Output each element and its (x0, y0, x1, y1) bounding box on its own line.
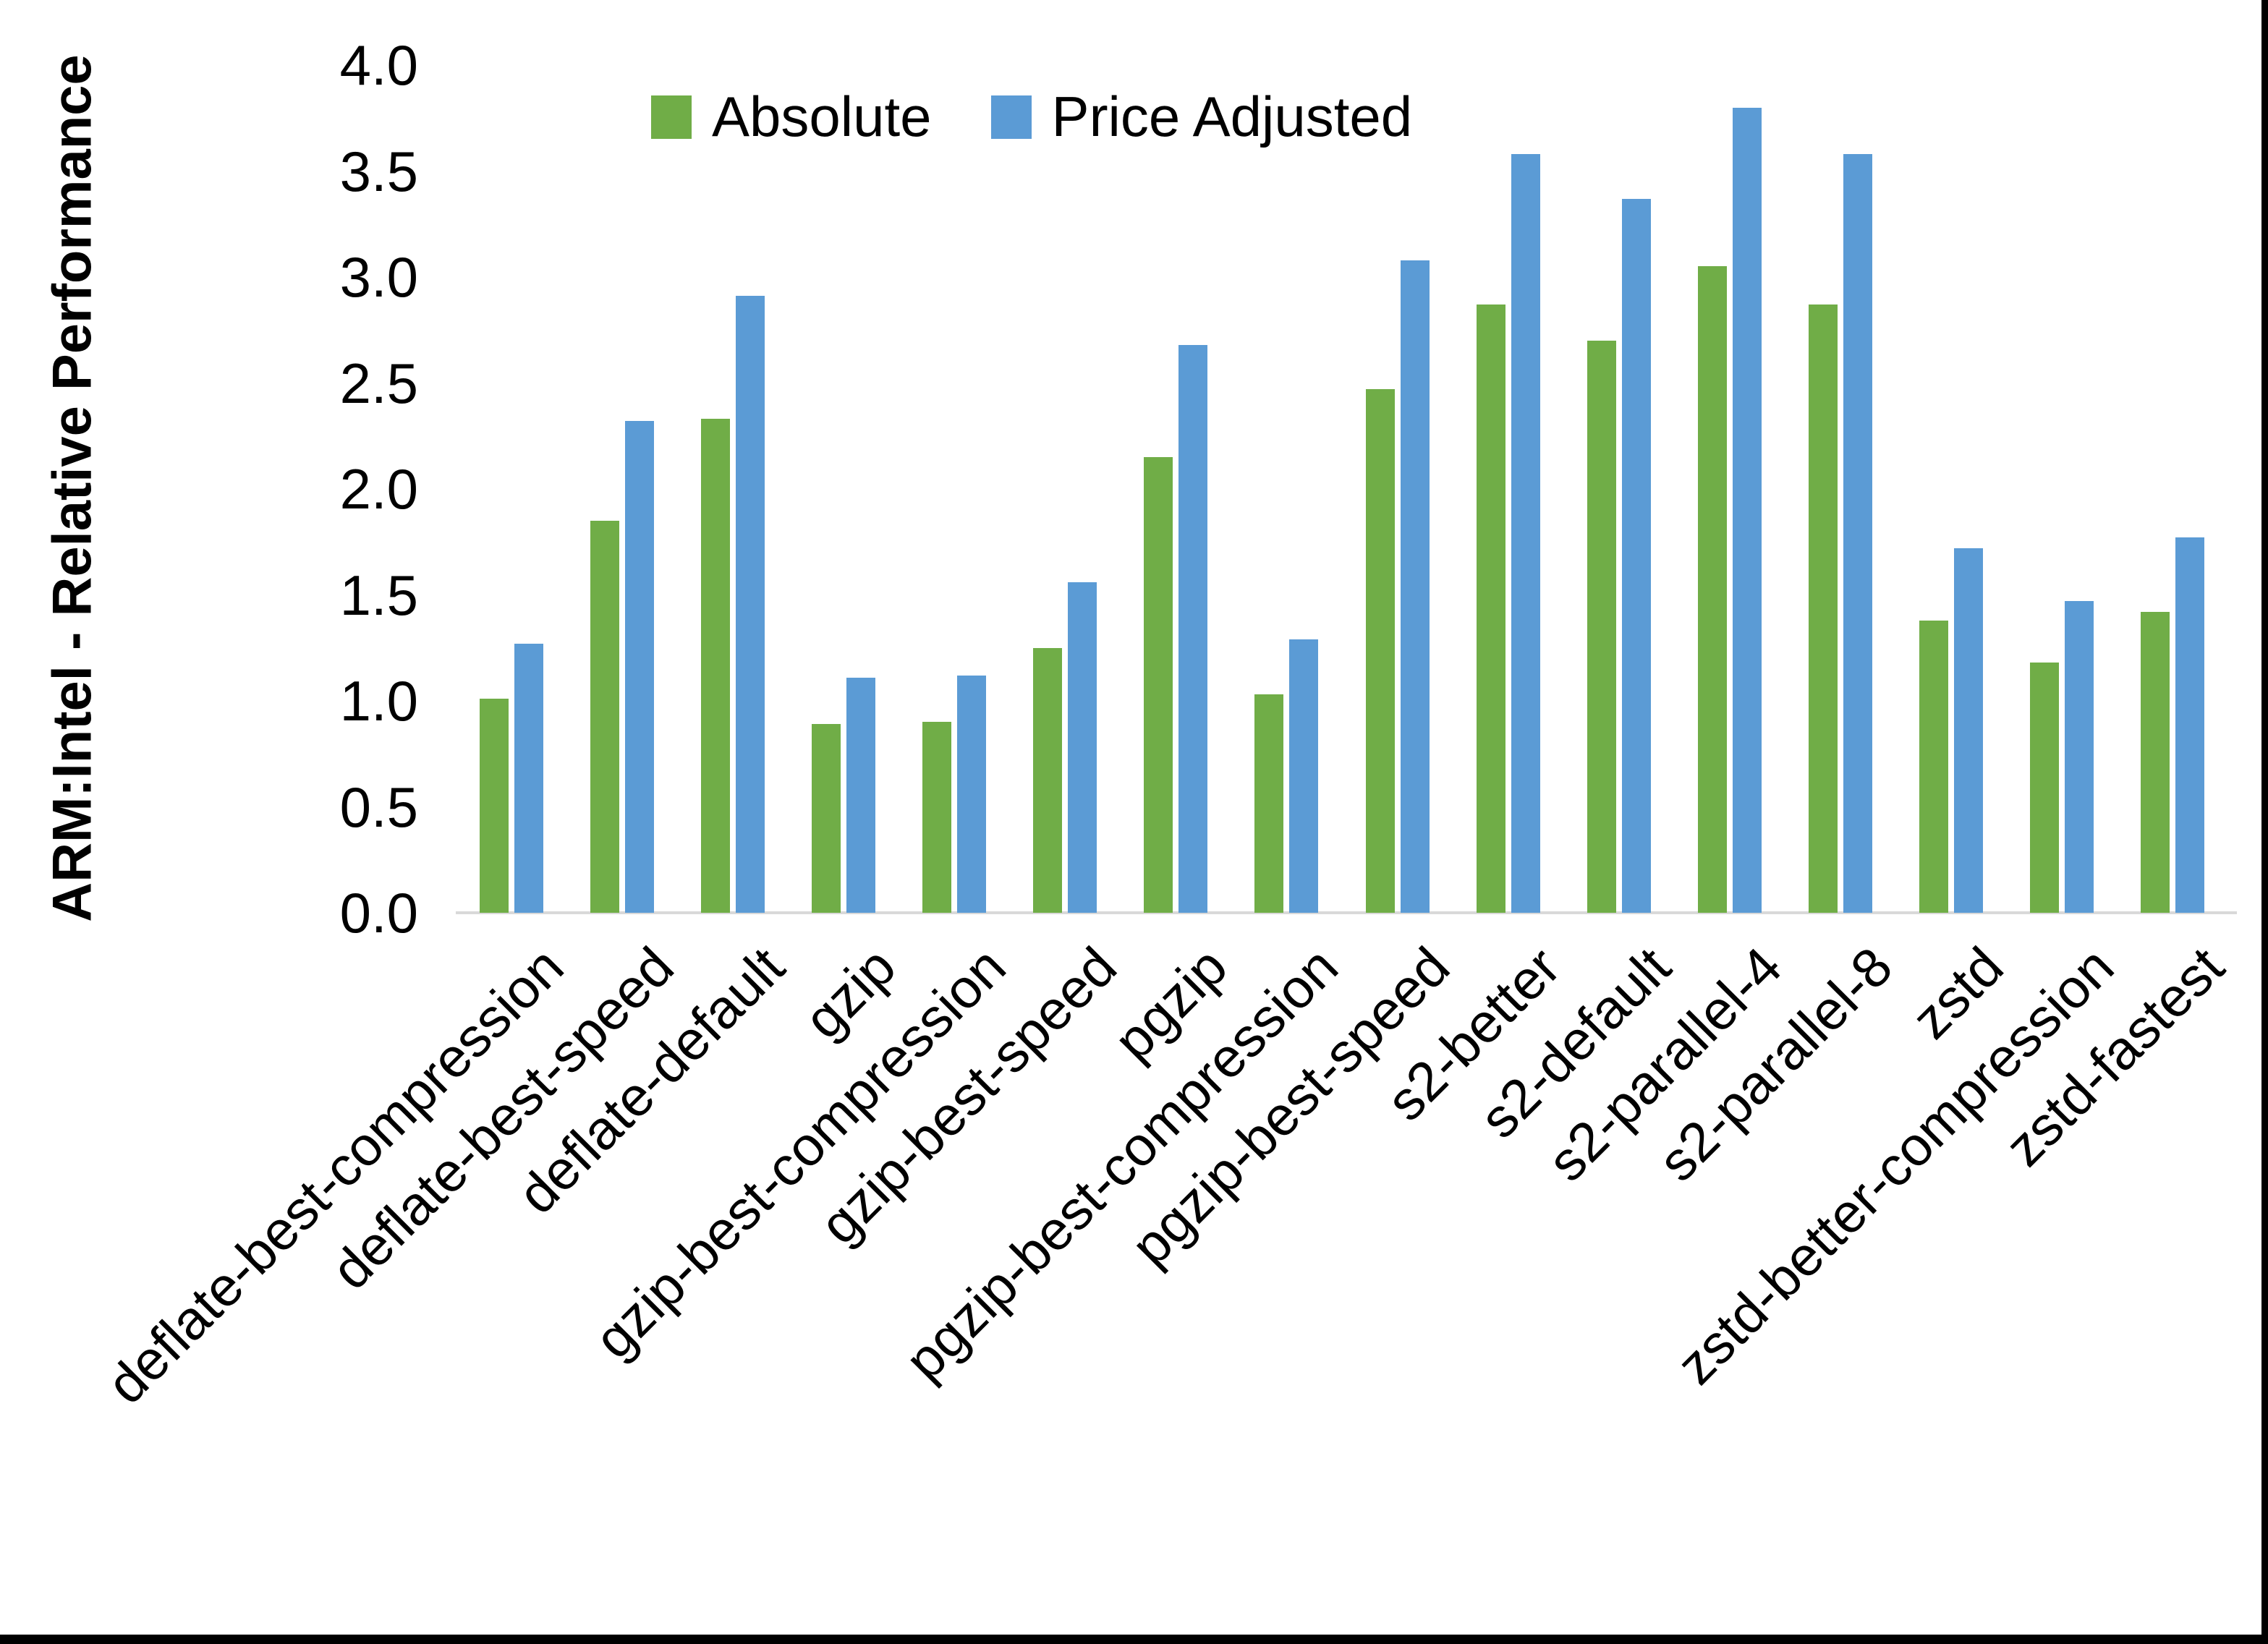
legend: Absolute Price Adjusted (651, 84, 1412, 150)
bar-price-adjusted-deflate-best-speed (625, 421, 654, 913)
bar-absolute-s2-parallel-8 (1809, 304, 1838, 913)
bar-absolute-pgzip-best-speed (1366, 389, 1395, 913)
bar-price-adjusted-pgzip-best-compression (1289, 639, 1318, 913)
bar-price-adjusted-deflate-best-compression (514, 644, 543, 913)
x-axis-line (456, 911, 2237, 914)
bar-absolute-deflate-best-compression (480, 699, 509, 913)
bar-price-adjusted-zstd-fastest (2175, 537, 2204, 913)
y-tick-label: 0.5 (339, 775, 418, 839)
legend-item-price-adjusted: Price Adjusted (990, 84, 1413, 150)
legend-item-absolute: Absolute (651, 84, 932, 150)
y-tick-label: 2.0 (339, 457, 418, 521)
bar-price-adjusted-pgzip-best-speed (1401, 260, 1430, 913)
bar-absolute-s2-better (1477, 304, 1505, 913)
y-tick-label: 1.0 (339, 669, 418, 733)
legend-swatch-icon (990, 95, 1032, 139)
bar-price-adjusted-gzip-best-speed (1068, 582, 1097, 913)
bar-price-adjusted-s2-better (1511, 154, 1540, 913)
bar-absolute-s2-parallel-4 (1698, 266, 1727, 913)
y-tick-label: 4.0 (339, 33, 418, 97)
y-tick-label: 0.0 (339, 881, 418, 945)
bar-price-adjusted-gzip (846, 678, 875, 913)
bar-price-adjusted-zstd (1954, 548, 1983, 913)
y-tick-label: 1.5 (339, 563, 418, 627)
bar-price-adjusted-deflate-default (736, 296, 765, 913)
bar-absolute-zstd (1919, 621, 1948, 913)
screenshot-bottom-border (0, 1635, 2268, 1644)
bar-price-adjusted-gzip-best-compression (957, 676, 986, 913)
y-tick-label: 3.0 (339, 245, 418, 309)
screenshot-right-border (2261, 0, 2268, 1644)
bar-absolute-gzip-best-speed (1033, 648, 1062, 913)
x-axis-label-deflate-best-compression: deflate-best-compression (95, 935, 575, 1416)
bar-absolute-gzip-best-compression (922, 722, 951, 913)
bar-price-adjusted-s2-parallel-8 (1843, 154, 1872, 913)
bar-absolute-zstd-better-compression (2030, 663, 2059, 913)
bar-price-adjusted-pgzip (1178, 345, 1207, 913)
bar-absolute-pgzip (1144, 457, 1173, 913)
legend-label: Price Adjusted (1051, 85, 1413, 148)
bar-absolute-pgzip-best-compression (1254, 694, 1283, 913)
legend-swatch-icon (651, 95, 692, 139)
y-tick-label: 3.5 (339, 139, 418, 203)
bar-absolute-gzip (812, 724, 841, 913)
bar-price-adjusted-s2-default (1622, 199, 1651, 913)
bar-absolute-zstd-fastest (2141, 612, 2170, 913)
bar-absolute-s2-default (1587, 341, 1616, 913)
bar-absolute-deflate-best-speed (590, 521, 619, 913)
bar-price-adjusted-s2-parallel-4 (1733, 108, 1762, 913)
legend-label: Absolute (712, 85, 932, 148)
y-axis-title: ARM:Intel - Relative Performance (41, 54, 103, 922)
y-tick-label: 2.5 (339, 351, 418, 415)
bar-absolute-deflate-default (701, 419, 730, 913)
bar-price-adjusted-zstd-better-compression (2065, 601, 2094, 913)
